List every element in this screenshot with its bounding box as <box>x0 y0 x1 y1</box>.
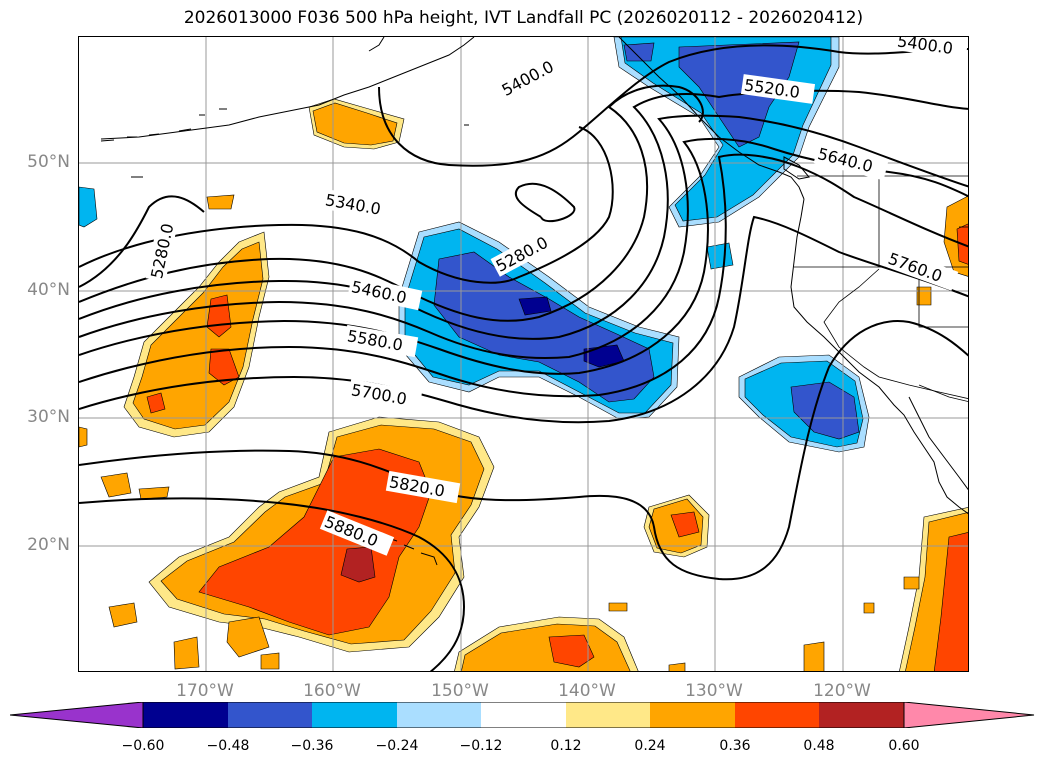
lon-label-160w: 160°W <box>303 681 361 701</box>
colorbar-seg-6 <box>566 702 650 728</box>
contour-5820 <box>79 320 968 581</box>
neg-region-central-max-1 <box>518 296 552 316</box>
colorbar-tick-1: −0.60 <box>121 738 165 754</box>
colorbar-seg-4 <box>397 702 481 728</box>
lat-label-20n: 20°N <box>27 535 70 555</box>
pos-region-spot-5 <box>903 576 920 590</box>
pos-region-edge-2 <box>100 472 132 498</box>
contour-5340 <box>79 126 614 284</box>
colorbar-seg-3 <box>312 702 397 728</box>
lon-label-150w: 150°W <box>431 681 489 701</box>
colorbar-seg-2 <box>228 702 312 728</box>
pos-region-spot-2 <box>608 602 628 612</box>
pos-region-island-strong <box>670 511 700 538</box>
pos-region-se-strong <box>548 634 595 668</box>
colorbar-tick-3: −0.36 <box>290 738 334 754</box>
neg-region-small-1 <box>706 242 734 270</box>
lat-label-40n: 40°N <box>27 280 70 300</box>
pos-region-south-2 <box>173 636 200 670</box>
colorbar <box>9 701 1037 732</box>
pos-region-west-strong-3 <box>146 392 166 414</box>
coast-small-islands <box>131 108 469 178</box>
lat-label-50n: 50°N <box>27 152 70 172</box>
pos-region-tropical-max <box>340 546 376 583</box>
colorbar-seg-9 <box>819 702 904 728</box>
neg-region-west-edge-mid <box>79 186 98 228</box>
pos-region-south-1 <box>108 602 138 628</box>
lon-label-170w: 170°W <box>176 681 234 701</box>
contour-5280-low <box>514 182 576 223</box>
map-title: 2026013000 F036 500 hPa height, IVT Land… <box>183 8 864 28</box>
pos-region-edge-1 <box>79 426 88 448</box>
colorbar-tick-5: −0.12 <box>459 738 503 754</box>
contour-labels: 5400.0 5520.0 5640.0 5760.0 5340.0 5280.… <box>145 37 968 556</box>
coast-baja <box>908 396 968 491</box>
lon-label-130w: 130°W <box>685 681 743 701</box>
border-state-4 <box>823 268 968 399</box>
pos-region-spot-4 <box>668 662 686 671</box>
contour-5460 <box>79 84 704 322</box>
coast-us-west <box>790 198 968 515</box>
pos-region-south-3 <box>226 616 270 658</box>
colorbar-seg-5 <box>481 702 566 728</box>
colorbar-seg-7 <box>650 702 735 728</box>
neg-region-ne-strong-2 <box>623 42 655 62</box>
colorbar-tick-4: −0.24 <box>375 738 419 754</box>
pos-region-east-strong <box>933 532 968 671</box>
border-state-3 <box>918 267 968 328</box>
pos-region-north-mid <box>312 102 398 146</box>
colorbar-tick-6: 0.12 <box>550 738 582 754</box>
neg-region-se-strong <box>790 381 860 440</box>
coast-alaska-west <box>368 37 385 52</box>
coast-alaska-south <box>100 37 475 140</box>
contour-label-5460: 5460.0 <box>350 277 409 307</box>
map-canvas: 5400.0 5520.0 5640.0 5760.0 5340.0 5280.… <box>79 37 968 671</box>
pos-region-spot-3 <box>863 602 875 614</box>
colorbar-extend-high <box>903 701 1035 729</box>
contour-5580 <box>79 114 968 360</box>
colorbar-seg-1 <box>143 702 228 728</box>
border-us-mexico <box>918 384 968 402</box>
lon-label-140w: 140°W <box>558 681 616 701</box>
contour-label-5580: 5580.0 <box>346 326 404 354</box>
colorbar-tick-9: 0.48 <box>803 738 835 754</box>
contour-5400-top <box>378 44 968 167</box>
colorbar-extend-low <box>9 701 144 729</box>
graticule <box>79 37 968 671</box>
contour-5760 <box>79 215 968 424</box>
pos-region-edge-3 <box>138 486 170 500</box>
lat-label-30n: 30°N <box>27 407 70 427</box>
colorbar-svg <box>9 701 1035 729</box>
contour-5700 <box>79 153 968 398</box>
colorbar-tick-7: 0.24 <box>634 738 666 754</box>
contour-5880 <box>79 497 466 671</box>
pos-region-west-mid <box>132 241 264 430</box>
coast-aleutian-islands <box>100 128 192 142</box>
pos-region-south-4 <box>260 652 280 670</box>
coast-vancouver-island <box>783 156 810 180</box>
coastlines <box>100 37 968 566</box>
pos-region-spot-1 <box>803 641 825 671</box>
contour-label-5700: 5700.0 <box>350 380 408 408</box>
lon-label-120w: 120°W <box>813 681 871 701</box>
pos-region-west-strong-2 <box>208 348 240 386</box>
colorbar-seg-8 <box>735 702 819 728</box>
coast-se-alaska-bc <box>618 37 805 200</box>
map-panel: 5400.0 5520.0 5640.0 5760.0 5340.0 5280.… <box>78 36 969 672</box>
contour-5280-west <box>79 195 205 288</box>
colorbar-tick-8: 0.36 <box>719 738 751 754</box>
colorbar-tick-2: −0.48 <box>206 738 250 754</box>
colorbar-tick-10: 0.60 <box>888 738 920 754</box>
contour-label-5760: 5760.0 <box>886 249 945 286</box>
pos-region-blob-a <box>206 194 235 210</box>
contour-label-5400-ne: 5400.0 <box>896 37 954 58</box>
